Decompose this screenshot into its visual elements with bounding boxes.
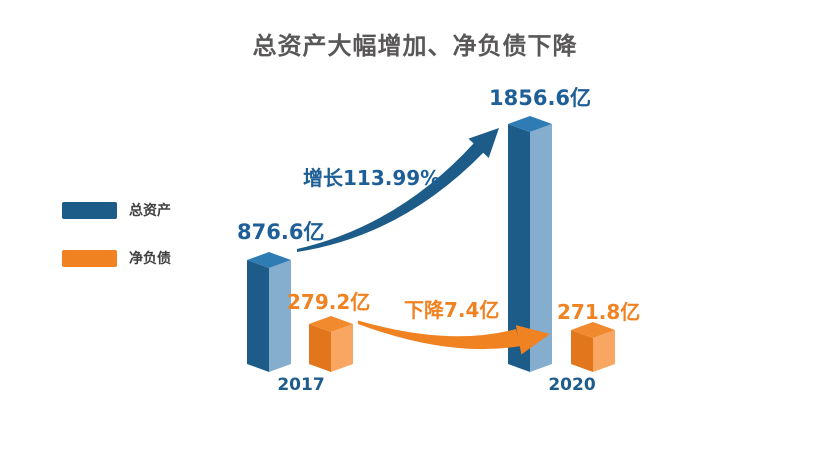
value-label-total-assets-2020: 1856.6亿 — [489, 86, 592, 110]
category-label-2017: 2017 — [277, 375, 325, 395]
bar-net-debt-2020-top-face — [571, 322, 615, 338]
bar-net-debt-2017 — [309, 316, 353, 372]
legend-label-net-debt: 净负债 — [129, 251, 171, 267]
bar-net-debt-2020-right-face — [593, 330, 615, 372]
bar-total-assets-2020-right-face — [530, 124, 552, 372]
growth-arrow-head — [468, 128, 499, 158]
decline-annotation: 下降7.4亿 — [404, 298, 500, 322]
category-label-2020: 2020 — [548, 375, 596, 395]
growth-arrow — [297, 128, 499, 252]
growth-arrow-shaft — [297, 143, 484, 252]
decline-arrow — [358, 320, 550, 355]
bar-net-debt-2017-top-face — [309, 316, 353, 332]
decline-arrow-head — [515, 325, 550, 355]
bar-net-debt-2020 — [571, 322, 615, 372]
legend-item-net-debt: 净负债 — [62, 248, 171, 268]
bar-net-debt-2020-left-face — [571, 330, 593, 372]
value-label-net-debt-2017: 279.2亿 — [287, 290, 371, 314]
growth-annotation: 增长113.99% — [303, 166, 441, 190]
legend-swatch-net-debt — [62, 249, 117, 267]
bar-net-debt-2017-left-face — [309, 324, 331, 372]
decline-arrow-shaft — [358, 320, 521, 350]
legend-item-total-assets: 总资产 — [62, 200, 171, 220]
chart-title: 总资产大幅增加、净负债下降 — [252, 32, 578, 60]
legend-label-total-assets: 总资产 — [129, 203, 171, 219]
bar-total-assets-2017-right-face — [269, 260, 291, 372]
value-label-net-debt-2020: 271.8亿 — [557, 300, 641, 324]
bar-total-assets-2017-left-face — [247, 260, 269, 372]
bar-total-assets-2017-top-face — [247, 252, 291, 268]
value-label-total-assets-2017: 876.6亿 — [237, 220, 325, 244]
bar-total-assets-2020-top-face — [508, 116, 552, 132]
bars-layer — [247, 116, 615, 372]
legend-swatch-total-assets — [62, 201, 117, 219]
bar-total-assets-2020-left-face — [508, 124, 530, 372]
bar-net-debt-2017-right-face — [331, 324, 353, 372]
bar-total-assets-2017 — [247, 252, 291, 372]
bar-total-assets-2020 — [508, 116, 552, 372]
